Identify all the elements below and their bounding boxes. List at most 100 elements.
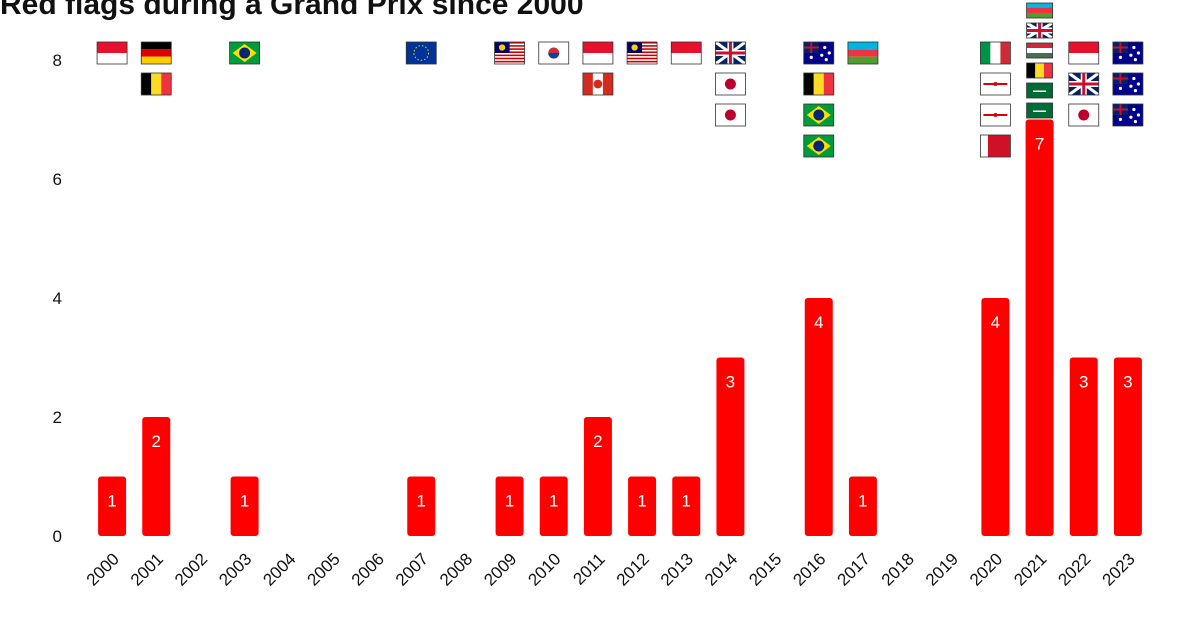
bar — [1069, 357, 1098, 536]
flag-part — [724, 78, 736, 90]
bar — [672, 476, 701, 536]
flag-border — [980, 41, 1011, 65]
flag — [803, 103, 835, 127]
flag — [1112, 103, 1144, 127]
flag — [803, 41, 835, 65]
flag-part — [494, 45, 525, 47]
flag — [229, 41, 260, 65]
flag-part — [1129, 115, 1133, 119]
flag-part — [1133, 120, 1138, 124]
flag-part — [1136, 51, 1141, 55]
flag-part — [671, 42, 702, 53]
flag-part — [1132, 107, 1136, 112]
flag-part — [1026, 3, 1053, 8]
flag — [1067, 71, 1100, 97]
x-tick-label: 2000 — [83, 549, 123, 589]
flag-part — [827, 51, 831, 55]
flag — [980, 72, 1011, 96]
flag-border — [229, 41, 260, 65]
flag — [980, 41, 1011, 65]
x-tick-label: 2019 — [922, 549, 962, 589]
flag-border — [1026, 2, 1053, 19]
flag-part — [715, 51, 746, 55]
flag-part — [809, 55, 813, 60]
flag-part — [1033, 110, 1047, 112]
flag-part — [993, 82, 998, 86]
flag-border — [1112, 72, 1144, 96]
flag-part — [548, 53, 560, 59]
value-label: 1 — [505, 492, 514, 511]
x-tick-label: 2013 — [657, 549, 697, 589]
x-tick-label: 2005 — [304, 549, 344, 589]
flag-part — [141, 56, 172, 64]
flag-border — [1068, 72, 1100, 96]
flag-part — [627, 54, 658, 57]
flag-part — [582, 53, 613, 64]
value-label: 1 — [682, 492, 691, 511]
bar — [1113, 357, 1142, 536]
flag-part — [1136, 82, 1141, 86]
flag — [140, 72, 172, 96]
flag-part — [1136, 113, 1141, 117]
flag-border — [803, 41, 835, 65]
flag-border — [1026, 22, 1053, 39]
flag-border — [980, 72, 1011, 96]
flag-part — [97, 42, 128, 53]
flags — [96, 2, 1144, 158]
bar — [848, 476, 877, 536]
flag-border — [96, 41, 128, 65]
flag-part — [803, 73, 814, 95]
flag-part — [494, 51, 525, 53]
flag-part — [671, 53, 702, 64]
flag-part — [847, 49, 878, 57]
flag — [1068, 41, 1100, 65]
x-tick-label: 2008 — [436, 549, 476, 589]
flag — [715, 103, 746, 127]
flag-border — [1112, 103, 1144, 127]
flag-part — [97, 53, 128, 64]
x-tick-label: 2003 — [215, 549, 255, 589]
flag-part — [813, 140, 825, 152]
x-tick-label: 2016 — [789, 549, 829, 589]
flag — [803, 72, 835, 96]
flag-border — [803, 134, 835, 158]
bar — [583, 417, 612, 536]
flag-part — [803, 46, 819, 49]
flag-border — [140, 41, 172, 65]
flag-border — [582, 72, 614, 96]
flag-part — [494, 42, 525, 44]
flag-part — [627, 60, 658, 63]
flag-part — [631, 44, 638, 51]
flag-part — [1118, 117, 1123, 121]
flag-border — [980, 103, 1011, 127]
flag — [1112, 41, 1144, 65]
x-tick-label: 2022 — [1054, 549, 1094, 589]
x-tick-label: 2015 — [745, 549, 785, 589]
flag-border — [1026, 82, 1053, 99]
flag-part — [494, 60, 525, 63]
x-tick-label: 2012 — [613, 549, 653, 589]
flag-border — [538, 41, 570, 65]
flag — [715, 72, 746, 96]
x-tick-label: 2007 — [392, 549, 432, 589]
flag-part — [823, 73, 834, 95]
value-label: 2 — [593, 432, 602, 451]
flag — [538, 41, 570, 65]
flag — [140, 41, 172, 65]
flag-part — [406, 42, 437, 64]
x-tick-label: 2004 — [259, 549, 299, 589]
flag-part — [141, 42, 172, 50]
y-tick-label: 8 — [53, 51, 62, 70]
flag-part — [494, 57, 525, 60]
flag-border — [715, 103, 746, 127]
value-label: 4 — [991, 313, 1000, 332]
flag — [803, 134, 835, 158]
flag-part — [823, 45, 827, 50]
y-tick-label: 6 — [53, 170, 62, 189]
flag-border — [847, 41, 879, 65]
flag — [980, 134, 1011, 158]
x-tick-label: 2021 — [1010, 549, 1050, 589]
flag — [1068, 103, 1100, 127]
x-tick-label: 2018 — [878, 549, 918, 589]
x-tick-label: 2017 — [834, 549, 874, 589]
